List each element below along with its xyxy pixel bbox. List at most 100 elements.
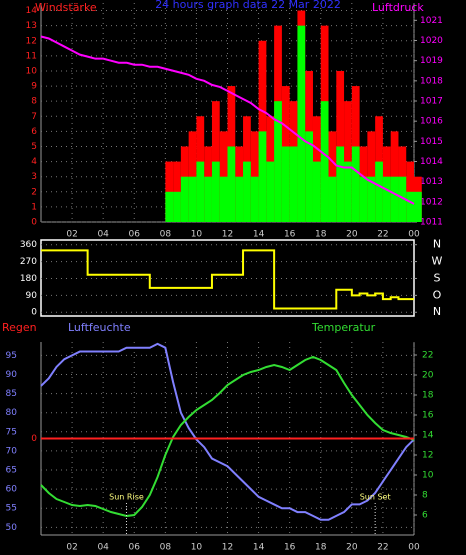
y2-tick-label: 10 bbox=[422, 471, 434, 481]
x-tick-label: 20 bbox=[346, 230, 358, 240]
x-tick-label: 22 bbox=[377, 230, 388, 240]
x-tick-label: 04 bbox=[97, 230, 109, 240]
bar bbox=[274, 101, 282, 222]
y-tick-label: 60 bbox=[6, 485, 18, 495]
x-tick-label: 14 bbox=[253, 230, 265, 240]
bar bbox=[406, 191, 414, 222]
x-tick-label: 12 bbox=[222, 230, 233, 240]
y-tick-label: 90 bbox=[26, 291, 38, 301]
y3-tick-label: 0 bbox=[31, 434, 37, 444]
y-tick-label: 4 bbox=[31, 157, 37, 167]
y2-tick-label: 6 bbox=[422, 511, 428, 521]
y-axis-label: Luftfeuchte bbox=[68, 321, 131, 334]
y2-tick-label: 1012 bbox=[420, 197, 443, 207]
y-tick-label: 9 bbox=[31, 82, 37, 92]
y-tick-label: 95 bbox=[6, 351, 17, 361]
y-tick-label: 11 bbox=[26, 51, 37, 61]
y2-tick-label: 1015 bbox=[420, 137, 443, 147]
y2-tick-label: 1017 bbox=[420, 97, 443, 107]
y-tick-label: 3 bbox=[31, 172, 37, 182]
x-tick-label: 18 bbox=[315, 230, 327, 240]
bar bbox=[180, 176, 189, 222]
y2-tick-label: 22 bbox=[422, 351, 433, 361]
x-tick-label: 12 bbox=[222, 543, 233, 553]
y2-tick-label: N bbox=[433, 305, 441, 318]
y2-tick-label: 8 bbox=[422, 491, 428, 501]
bar bbox=[305, 131, 313, 222]
y2-tick-label: 1018 bbox=[420, 76, 443, 86]
bar bbox=[289, 146, 298, 222]
x-tick-label: 04 bbox=[97, 543, 109, 553]
y2-tick-label: 1013 bbox=[420, 177, 443, 187]
y-tick-label: 10 bbox=[26, 66, 38, 76]
series-line bbox=[40, 342, 415, 521]
bar bbox=[188, 176, 197, 222]
bar bbox=[344, 161, 352, 222]
series-line bbox=[40, 35, 415, 205]
bar bbox=[281, 146, 290, 222]
bar bbox=[312, 161, 321, 222]
bar bbox=[367, 176, 376, 222]
y2-tick-label: O bbox=[433, 288, 442, 301]
y2-tick-label: 1019 bbox=[420, 56, 443, 66]
bar bbox=[375, 161, 383, 222]
x-tick-label: 20 bbox=[346, 543, 358, 553]
bar bbox=[165, 191, 174, 222]
y-tick-label: 5 bbox=[31, 142, 37, 152]
y-tick-label: 8 bbox=[31, 97, 37, 107]
x-tick-label: 02 bbox=[66, 543, 77, 553]
x-tick-label: 08 bbox=[160, 230, 172, 240]
x-tick-label: 16 bbox=[284, 230, 296, 240]
y-tick-label: 2 bbox=[31, 187, 37, 197]
bar bbox=[398, 176, 407, 222]
bar bbox=[211, 161, 220, 222]
y-tick-label: 65 bbox=[6, 466, 17, 476]
x-tick-label: 06 bbox=[129, 543, 141, 553]
x-tick-label: 10 bbox=[191, 543, 203, 553]
y2-tick-label: 1016 bbox=[420, 117, 443, 127]
y2-tick-label: 1021 bbox=[420, 16, 443, 26]
y2-tick-label: S bbox=[434, 271, 441, 284]
bar bbox=[382, 176, 391, 222]
y-tick-label: 80 bbox=[6, 408, 18, 418]
bar bbox=[258, 131, 267, 222]
bar bbox=[336, 146, 345, 222]
y2-tick-label: 20 bbox=[422, 371, 434, 381]
x-tick-label: 08 bbox=[160, 543, 172, 553]
x-tick-label: 22 bbox=[377, 543, 388, 553]
bar bbox=[243, 161, 251, 222]
x-tick-label: 18 bbox=[315, 543, 327, 553]
y-tick-label: 360 bbox=[20, 240, 37, 250]
y-tick-label: 0 bbox=[31, 218, 37, 228]
bar bbox=[390, 176, 399, 222]
x-tick-label: 00 bbox=[408, 230, 420, 240]
y-tick-label: 1 bbox=[31, 202, 37, 212]
y2-tick-label: 12 bbox=[422, 451, 433, 461]
x-tick-label: 00 bbox=[408, 543, 420, 553]
y2-tick-label: N bbox=[433, 238, 441, 251]
annotation: Sun Rise bbox=[109, 493, 144, 502]
x-tick-label: 10 bbox=[191, 230, 203, 240]
y2-tick-label: 16 bbox=[422, 411, 434, 421]
y3-axis-label: Regen bbox=[2, 321, 37, 334]
y-tick-label: 50 bbox=[6, 523, 18, 533]
bar bbox=[173, 191, 181, 222]
bar bbox=[204, 176, 212, 222]
chart-title: 24 hours graph data 22 Mar 2022 bbox=[155, 0, 341, 11]
y2-tick-label: 1011 bbox=[420, 218, 443, 228]
x-tick-label: 06 bbox=[129, 230, 141, 240]
bar bbox=[351, 146, 360, 222]
y2-tick-label: 1014 bbox=[420, 157, 443, 167]
bar bbox=[250, 176, 259, 222]
bar bbox=[359, 176, 368, 222]
x-tick-label: 16 bbox=[284, 543, 296, 553]
y-tick-label: 90 bbox=[6, 370, 18, 380]
y-tick-label: 55 bbox=[6, 504, 17, 514]
y-tick-label: 6 bbox=[31, 127, 37, 137]
y2-tick-label: 18 bbox=[422, 391, 434, 401]
y-tick-label: 75 bbox=[6, 427, 17, 437]
series-line bbox=[41, 249, 414, 310]
y-tick-label: 0 bbox=[31, 308, 37, 318]
series-line bbox=[40, 355, 415, 518]
